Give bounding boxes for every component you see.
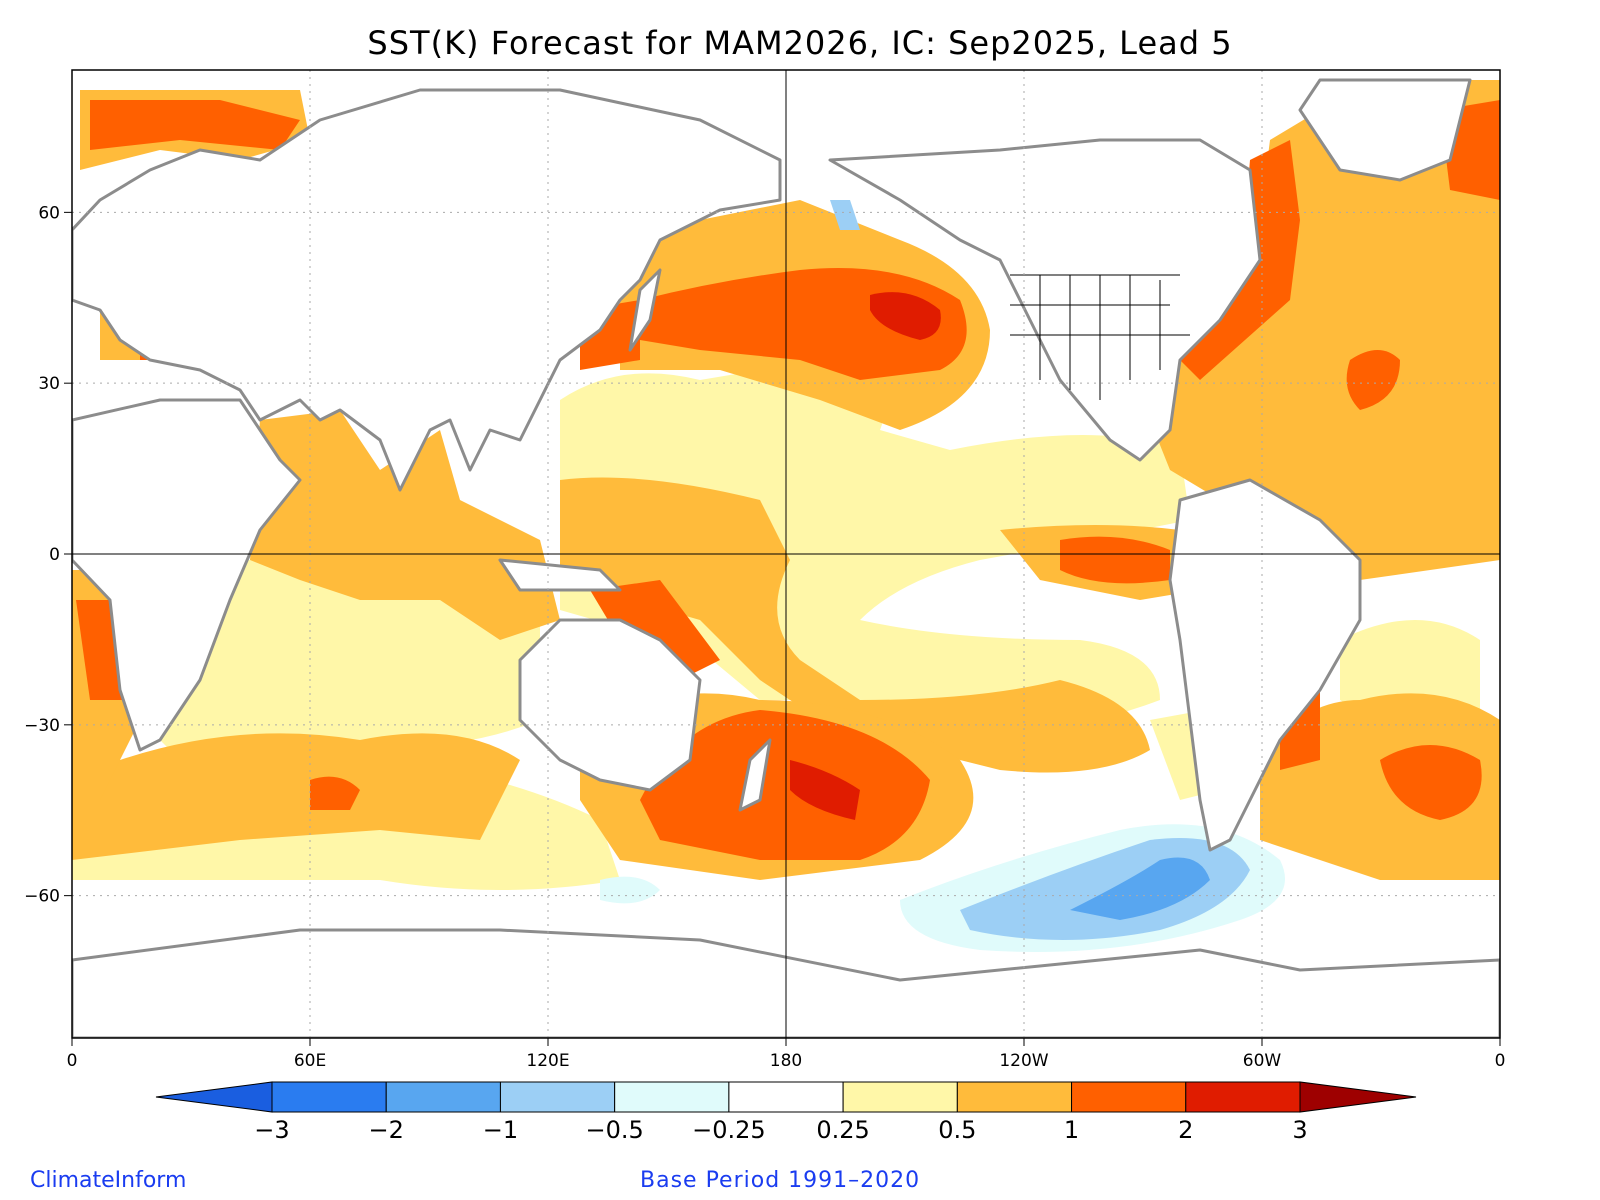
anom-cold-weak-indian	[600, 876, 660, 904]
land-japan	[628, 268, 662, 352]
map-title: SST(K) Forecast for MAM2026, IC: Sep2025…	[367, 24, 1233, 62]
colorbar-low-arrow	[155, 1081, 273, 1113]
colorbar-swatch	[1185, 1081, 1301, 1113]
x-tick-label: 120W	[999, 1051, 1048, 1071]
anom-red-tasman	[790, 760, 860, 820]
anom-deep-barents	[90, 100, 300, 150]
colorbar-swatch	[1071, 1081, 1187, 1113]
anom-orange-south-indian	[72, 733, 520, 860]
x-tick-label: 120E	[526, 1051, 569, 1071]
colorbar-swatch	[728, 1081, 844, 1113]
colorbar-level-label: 3	[1292, 1116, 1307, 1144]
sst-anomaly-fields	[72, 80, 1500, 952]
colorbar-swatch	[385, 1081, 501, 1113]
colorbar-level-label: −1	[483, 1116, 518, 1144]
colorbar-level-label: −3	[254, 1116, 289, 1144]
colorbar-level-label: 1	[1064, 1116, 1079, 1144]
land-nz	[738, 738, 772, 812]
anom-deep-coral	[590, 580, 720, 680]
colorbar-high-arrow	[1299, 1081, 1417, 1113]
land-s-america	[1168, 478, 1362, 852]
land-africa	[72, 398, 302, 752]
y-tick-label: −30	[24, 716, 60, 736]
anom-deep-s-indian	[310, 776, 360, 810]
x-tick-label: 60W	[1243, 1051, 1282, 1071]
x-tick-label: 180	[770, 1051, 802, 1071]
colorbar-level-label: 0.5	[938, 1116, 976, 1144]
x-tick-label: 0	[1495, 1051, 1506, 1071]
axis-ticks: 0 60E 120E 180 120W 60W 0 60 30 0 −30 −60	[24, 203, 1505, 1071]
y-tick-label: 30	[38, 374, 60, 394]
land-greenland	[1298, 78, 1472, 182]
anom-orange-north-atl	[1150, 80, 1500, 580]
anom-deep-tasman	[640, 710, 930, 860]
land-australia	[518, 618, 702, 792]
base-period-text: Base Period 1991–2020	[640, 1168, 921, 1193]
colorbar-swatch	[499, 1081, 616, 1113]
us-state-lines	[1010, 274, 1190, 400]
y-tick-label: −60	[24, 887, 60, 907]
anom-deep-atl-mid	[1346, 350, 1400, 410]
x-tick-label: 0	[67, 1051, 78, 1071]
credit-text: ClimateInform	[30, 1168, 187, 1193]
colorbar-swatch	[956, 1081, 1073, 1113]
land-eurasia	[72, 88, 782, 492]
colorbar-level-label: 2	[1178, 1116, 1193, 1144]
colorbar: −3 −2 −1 −0.5 −0.25 0.25 0.5 1 2 3	[155, 1081, 1417, 1144]
colorbar-level-label: −0.5	[586, 1116, 644, 1144]
colorbar-level-label: −0.25	[692, 1116, 766, 1144]
anom-red-north-pac	[870, 292, 941, 340]
y-tick-label: 60	[38, 203, 60, 223]
land-n-america	[828, 138, 1262, 462]
anom-deep-s-atl-e	[1380, 745, 1482, 820]
anom-deep-eq-east	[1060, 536, 1170, 584]
colorbar-level-label: −2	[369, 1116, 404, 1144]
anom-cold-bering	[830, 200, 860, 230]
colorbar-swatch	[842, 1081, 958, 1113]
x-tick-label: 60E	[294, 1051, 326, 1071]
colorbar-swatch	[614, 1081, 730, 1113]
land-indonesia	[498, 558, 622, 592]
anom-orange-indian	[250, 410, 560, 640]
colorbar-level-label: 0.25	[816, 1116, 869, 1144]
colorbar-swatch	[271, 1081, 387, 1113]
anom-orange-west-pac	[560, 477, 1150, 773]
y-tick-label: 0	[49, 545, 60, 565]
anom-cold-strong	[1070, 857, 1210, 920]
